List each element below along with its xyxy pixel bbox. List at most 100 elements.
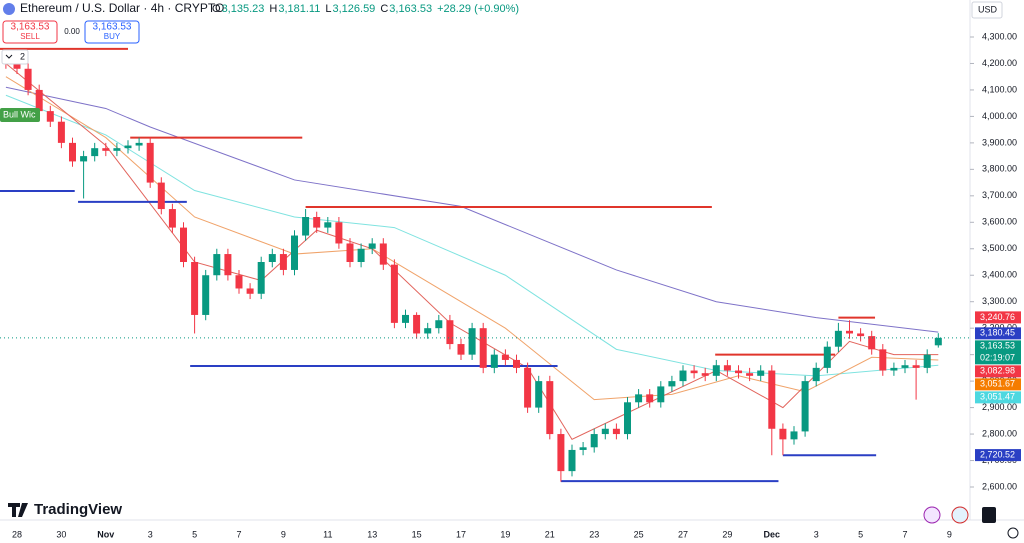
- candle-body: [424, 328, 432, 334]
- candle-body: [513, 359, 520, 368]
- x-tick-label: Nov: [97, 529, 114, 539]
- y-tick-label: 3,500.00: [982, 243, 1017, 253]
- candle-body: [801, 381, 809, 432]
- currency-select[interactable]: [971, 1, 1003, 19]
- candle-body: [324, 222, 332, 228]
- countdown: 02:19:07: [980, 353, 1015, 363]
- x-tick-label: 17: [456, 529, 466, 539]
- x-tick-label: 9: [947, 529, 952, 539]
- y-tick-label: 3,700.00: [982, 190, 1017, 200]
- y-tick-label: 2,600.00: [982, 481, 1017, 491]
- buy-button[interactable]: [84, 20, 140, 44]
- x-tick-label: 21: [545, 529, 555, 539]
- candle-body: [768, 370, 776, 429]
- candle-body: [379, 243, 387, 265]
- candle-body: [246, 288, 254, 294]
- candle-body: [501, 354, 509, 360]
- candle-body: [124, 145, 132, 149]
- candle-body: [568, 449, 576, 472]
- candle-body: [479, 328, 487, 368]
- candle-body: [624, 402, 631, 435]
- candle-body: [268, 254, 276, 262]
- price-badge: [975, 378, 1021, 391]
- candle-body: [46, 111, 54, 122]
- x-tick-label: 13: [367, 529, 377, 539]
- x-tick-label: 19: [500, 529, 510, 539]
- candle-body: [857, 333, 865, 337]
- price-badge-label: 3,180.45: [980, 328, 1015, 338]
- candle-body: [701, 373, 709, 376]
- candle-body: [213, 254, 221, 276]
- candle-body: [279, 254, 287, 270]
- candle-body: [335, 222, 343, 244]
- price-badge: [975, 311, 1021, 324]
- candle-body: [191, 262, 199, 315]
- candle-body: [368, 243, 376, 249]
- candle-body: [69, 142, 76, 162]
- candle-body: [934, 337, 942, 346]
- price-badge: [975, 449, 1021, 462]
- candle-body: [80, 156, 88, 162]
- candle-body: [657, 386, 665, 403]
- candle-body: [912, 365, 920, 368]
- x-tick-label: Dec: [764, 529, 781, 539]
- candle-body: [646, 394, 654, 403]
- x-tick-label: 7: [236, 529, 241, 539]
- candle-body: [146, 142, 154, 183]
- x-tick-label: 28: [12, 529, 22, 539]
- indicator-toggle[interactable]: [1, 49, 29, 65]
- candle-body: [24, 68, 32, 90]
- candle-body: [180, 227, 187, 262]
- sell-price: 3,163.53: [11, 22, 50, 33]
- icon[interactable]: [951, 506, 969, 524]
- brand-logo: [8, 503, 28, 517]
- buy-price: 3,163.53: [93, 22, 132, 33]
- candle-body: [846, 330, 853, 334]
- candle-body: [135, 142, 143, 146]
- sell-button[interactable]: [2, 20, 58, 44]
- candle-body: [524, 367, 532, 408]
- candle-body: [57, 121, 65, 143]
- icon[interactable]: [923, 506, 941, 524]
- x-tick-label: 3: [814, 529, 819, 539]
- x-tick-label: 25: [634, 529, 644, 539]
- candle-body: [168, 209, 176, 228]
- ohlc-key: C: [380, 3, 388, 15]
- buy-label: BUY: [104, 32, 121, 41]
- candle-body: [868, 336, 876, 350]
- candle-body: [13, 63, 21, 69]
- candle-body: [834, 330, 842, 347]
- auto-scale[interactable]: [982, 507, 996, 523]
- ohlc-value: 3,126.59: [332, 3, 375, 15]
- candle-body: [435, 320, 443, 329]
- x-tick-label: 27: [678, 529, 688, 539]
- candle-body: [390, 264, 398, 323]
- candle-body: [235, 275, 243, 289]
- candle-body: [113, 148, 121, 151]
- y-tick-label: 3,800.00: [982, 164, 1017, 174]
- symbol-icon: [3, 3, 15, 15]
- candle-body: [601, 428, 609, 435]
- brand: TradingView: [34, 501, 122, 518]
- candle-body: [357, 248, 365, 262]
- candle-body: [823, 346, 831, 368]
- settings-icon[interactable]: [1007, 527, 1019, 539]
- candle-body: [257, 262, 265, 294]
- x-tick-label: 7: [902, 529, 907, 539]
- y-tick-label: 2,900.00: [982, 402, 1017, 412]
- candle-body: [457, 344, 465, 355]
- x-tick-label: 23: [589, 529, 599, 539]
- price-badge-label: 3,240.76: [980, 312, 1015, 322]
- y-tick-label: 3,900.00: [982, 137, 1017, 147]
- candle-body: [157, 182, 165, 210]
- price-badge-label: 3,051.47: [980, 392, 1015, 402]
- y-tick-label: 2,800.00: [982, 428, 1017, 438]
- y-tick-label: 4,000.00: [982, 111, 1017, 121]
- candle-body: [879, 349, 887, 371]
- candle-body: [635, 394, 643, 403]
- candle-body: [579, 447, 587, 450]
- candle-body: [35, 89, 43, 112]
- x-tick-label: 15: [412, 529, 422, 539]
- candle-body: [746, 373, 754, 376]
